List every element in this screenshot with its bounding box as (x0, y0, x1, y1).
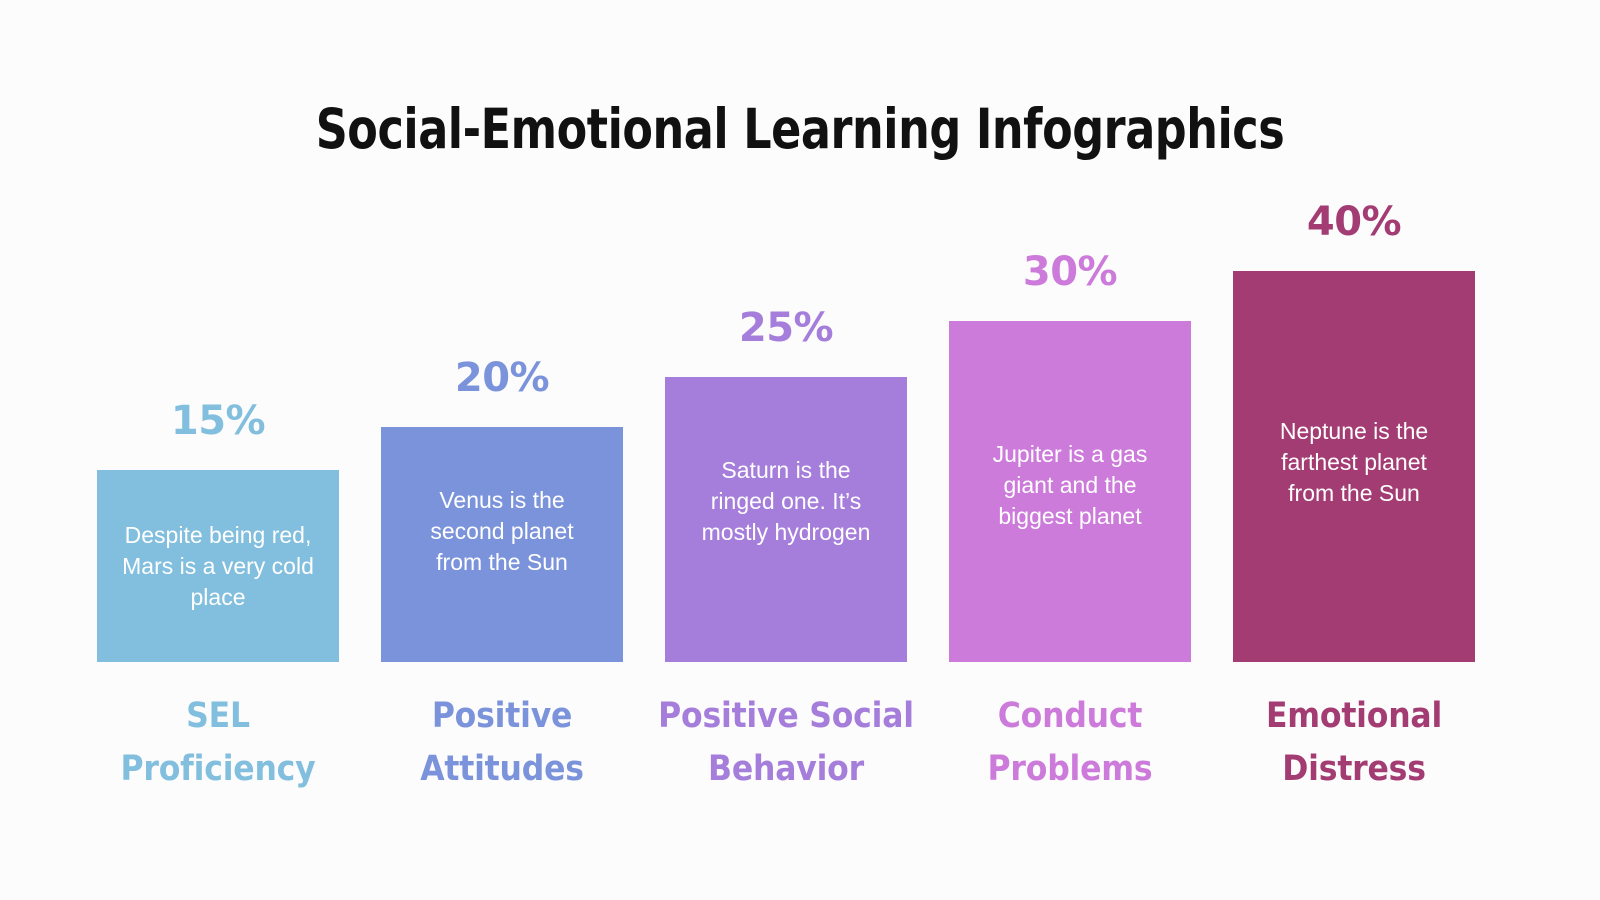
bar-group: 25% Saturn is the ringed one. It’s mostly… (658, 305, 914, 789)
bar-value-label: 40% (1306, 199, 1402, 245)
bar-category-label: SEL Proficiency (120, 696, 316, 789)
page-title: Social-Emotional Learning Infographics (315, 96, 1285, 161)
bar-description-text: Neptune is the farthest planet from the … (1279, 418, 1429, 506)
bar-description-text: Venus is the second planet from the Sun (430, 487, 574, 575)
bar-value-label: 15% (170, 398, 266, 444)
bar-group: 30% Jupiter is a gas giant and the bigges… (949, 249, 1191, 789)
bar-category-label: Conduct Problems (987, 696, 1153, 789)
bar-description-text: Saturn is the ringed one. It’s mostly hy… (701, 457, 871, 545)
bar-rect[interactable]: Neptune is the farthest planet from the … (1233, 271, 1475, 662)
bar-rect[interactable]: Saturn is the ringed one. It’s mostly hy… (665, 377, 907, 662)
bar-description-text: Jupiter is a gas giant and the biggest p… (992, 441, 1148, 529)
bar-group: 15% Despite being red, Mars is a very col… (97, 398, 339, 789)
bar-value-label: 20% (454, 355, 550, 401)
bar-category-label: Positive Attitudes (420, 696, 584, 789)
bar-value-label: 25% (738, 305, 834, 351)
bar-value-label: 30% (1022, 249, 1118, 295)
bar-rect[interactable]: Despite being red, Mars is a very cold p… (97, 470, 339, 662)
bar-description-text: Despite being red, Mars is a very cold p… (122, 522, 314, 610)
bar-category-label: Emotional Distress (1265, 696, 1443, 789)
bar-rect[interactable]: Venus is the second planet from the Sun (381, 427, 623, 662)
bar-group: 20% Venus is the second planet from the S… (381, 355, 623, 789)
bar-rect[interactable]: Jupiter is a gas giant and the biggest p… (949, 321, 1191, 662)
bar-group: 40% Neptune is the farthest planet from t… (1233, 199, 1475, 789)
bar-category-label: Positive Social Behavior (658, 696, 914, 789)
